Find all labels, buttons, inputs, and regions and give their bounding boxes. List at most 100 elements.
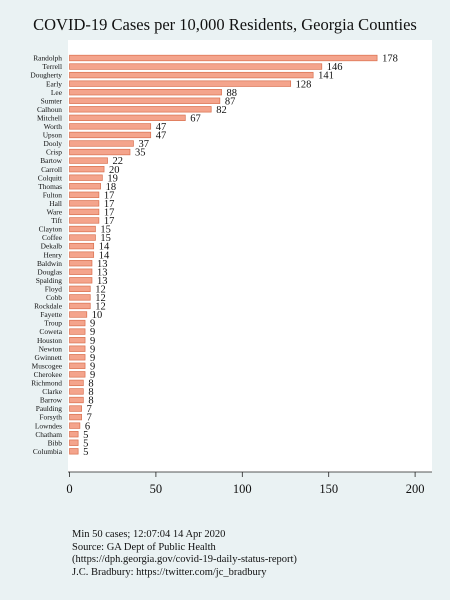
category-label: Troup (44, 319, 62, 328)
bar (69, 362, 86, 369)
value-label: 37 (138, 139, 149, 150)
value-label: 9 (90, 319, 95, 330)
category-label: Lowndes (35, 421, 62, 430)
bar (69, 396, 84, 404)
bar (69, 431, 79, 438)
bar (69, 234, 96, 241)
category-label: Richmond (31, 379, 62, 388)
bar (69, 379, 84, 387)
category-label: Columbia (33, 447, 63, 456)
value-label: 8 (88, 387, 93, 398)
category-label: Cobb (46, 293, 62, 302)
chart-notes: Min 50 cases; 12:07:04 14 Apr 2020 Sourc… (72, 529, 297, 579)
category-label: Fayette (40, 310, 62, 319)
bar (69, 71, 314, 79)
note-line: J.C. Bradbury: https://twitter.com/jc_br… (72, 566, 267, 578)
category-label: Gwinnett (34, 353, 62, 362)
category-label: Early (46, 79, 62, 88)
bar (69, 328, 86, 335)
category-label: Dougherty (30, 71, 62, 80)
bar (69, 148, 131, 156)
category-label: Carroll (41, 165, 62, 174)
value-label: 7 (87, 413, 92, 424)
bar (69, 123, 152, 130)
bar (69, 80, 292, 87)
value-label: 9 (90, 353, 95, 364)
category-label: Bibb (48, 438, 63, 447)
bar (69, 354, 86, 361)
category-label: Randolph (33, 54, 62, 63)
value-label: 146 (327, 62, 343, 73)
value-label: 12 (95, 293, 106, 304)
category-label: Baldwin (37, 259, 62, 268)
value-label: 13 (97, 267, 108, 278)
category-label: Rockdale (34, 302, 63, 311)
category-label: Newton (39, 344, 63, 353)
bars-layer (69, 54, 378, 455)
value-label: 9 (90, 361, 95, 372)
category-label: Thomas (38, 182, 62, 191)
value-label: 17 (104, 190, 115, 201)
value-label: 5 (83, 430, 88, 441)
bar (69, 337, 86, 344)
value-label: 13 (97, 276, 108, 287)
bar (69, 89, 222, 96)
bar (69, 63, 323, 70)
bar (69, 422, 81, 429)
bar (69, 174, 103, 181)
category-label: Terrell (42, 62, 62, 71)
category-label: Worth (44, 122, 63, 131)
value-label: 9 (90, 336, 95, 347)
category-labels-layer: RandolphTerrellDoughertyEarlyLeeSumterCa… (30, 54, 63, 456)
category-label: Ware (47, 208, 63, 217)
bar (69, 200, 100, 207)
bar (69, 405, 82, 412)
bar (69, 114, 186, 122)
category-label: Bartow (40, 156, 62, 165)
value-label: 19 (107, 173, 118, 184)
category-label: Coffee (42, 233, 63, 242)
value-label: 8 (88, 396, 93, 407)
value-label: 9 (90, 370, 95, 381)
category-label: Spalding (36, 276, 63, 285)
bar (69, 140, 134, 147)
value-label: 67 (190, 113, 201, 124)
bar (69, 345, 86, 352)
value-label: 178 (382, 54, 398, 65)
category-label: Clayton (39, 225, 63, 234)
note-line: Source: GA Dept of Public Health (72, 541, 216, 553)
category-label: Sumter (41, 96, 63, 105)
bar (69, 260, 93, 267)
category-label: Henry (44, 250, 63, 259)
category-label: Hall (49, 199, 62, 208)
bar (69, 157, 108, 164)
category-label: Dooly (44, 139, 63, 148)
value-label: 5 (83, 447, 88, 458)
bar (69, 251, 95, 258)
value-label: 141 (318, 71, 334, 82)
bar (69, 294, 91, 301)
category-label: Paulding (36, 404, 63, 413)
value-label: 17 (104, 208, 115, 219)
value-label: 9 (90, 344, 95, 355)
category-label: Calhoun (37, 105, 62, 114)
bar (69, 166, 105, 173)
value-label: 6 (85, 421, 90, 432)
bar (69, 183, 101, 190)
category-label: Cherokee (34, 370, 63, 379)
value-label: 10 (92, 310, 103, 321)
bar (69, 448, 79, 455)
category-label: Mitchell (37, 113, 62, 122)
value-label: 13 (97, 259, 108, 270)
bar (69, 191, 100, 198)
bar (69, 242, 95, 250)
value-label: 15 (100, 225, 111, 236)
bar (69, 131, 152, 139)
category-label: Lee (51, 88, 63, 97)
value-label: 17 (104, 199, 115, 210)
value-label: 12 (95, 302, 106, 313)
value-label: 88 (227, 88, 238, 99)
category-label: Fulton (43, 190, 63, 199)
value-label: 17 (104, 216, 115, 227)
category-label: Houston (37, 336, 62, 345)
